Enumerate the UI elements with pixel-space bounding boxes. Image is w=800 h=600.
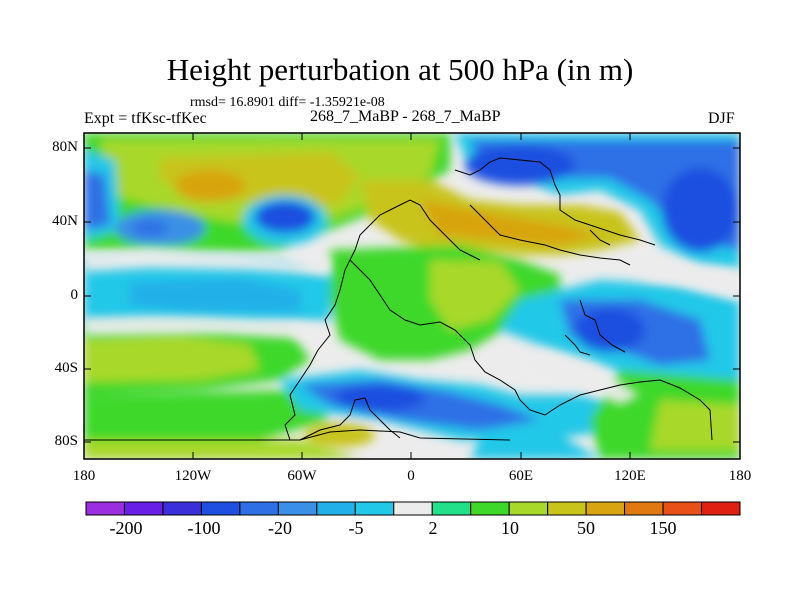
lat-label: 80N xyxy=(52,139,78,155)
experiment-label: Expt = tfKsc-tfKec xyxy=(84,110,207,127)
colorbar-label: -100 xyxy=(187,518,221,538)
colorbar-swatch xyxy=(470,501,510,516)
stats-label: rmsd= 16.8901 diff= -1.35921e-08 xyxy=(190,95,385,110)
colorbar-swatch xyxy=(701,501,741,516)
lon-label: 60E xyxy=(508,468,534,484)
colorbar-swatch xyxy=(85,501,125,516)
lon-label: 120W xyxy=(174,468,212,484)
colorbar xyxy=(85,501,741,516)
colorbar-swatch xyxy=(277,501,318,516)
colorbar-swatch xyxy=(200,501,241,516)
center-label: 268_7_MaBP - 268_7_MaBP xyxy=(310,108,501,125)
colorbar-swatch xyxy=(508,501,549,516)
colorbar-label: -200 xyxy=(109,518,143,538)
colorbar-swatch xyxy=(162,501,202,516)
lon-label: 180 xyxy=(728,468,752,484)
colorbar-label: 50 xyxy=(577,518,595,538)
lon-label: 120E xyxy=(614,468,646,484)
lon-label: 180 xyxy=(72,468,96,484)
colorbar-label: 10 xyxy=(501,518,519,538)
lon-label: 60W xyxy=(287,468,317,484)
colorbar-swatch xyxy=(662,501,703,516)
lat-label: 40N xyxy=(52,213,78,229)
colorbar-swatch xyxy=(585,501,626,516)
colorbar-swatch xyxy=(354,501,395,516)
colorbar-label: 2 xyxy=(428,518,438,538)
lat-label: 0 xyxy=(70,287,79,303)
axis-ticks xyxy=(84,133,740,459)
colorbar-swatch xyxy=(431,501,472,516)
colorbar-swatch xyxy=(239,501,279,516)
colorbar-label: 150 xyxy=(649,518,677,538)
colorbar-label: -20 xyxy=(268,518,292,538)
colorbar-swatch xyxy=(123,501,164,516)
land-outline xyxy=(84,157,713,441)
colorbar-swatch xyxy=(624,501,664,516)
lat-label: 80S xyxy=(54,433,78,449)
season-label: DJF xyxy=(708,110,735,127)
colorbar-swatch xyxy=(316,501,356,516)
colorbar-label: -5 xyxy=(348,518,364,538)
contour-field xyxy=(84,133,740,459)
lon-label: 0 xyxy=(407,468,415,484)
plot-title: Height perturbation at 500 hPa (in m) xyxy=(166,52,634,87)
colorbar-swatch xyxy=(393,501,433,516)
colorbar-swatch xyxy=(547,501,587,516)
lat-label: 40S xyxy=(54,360,78,376)
